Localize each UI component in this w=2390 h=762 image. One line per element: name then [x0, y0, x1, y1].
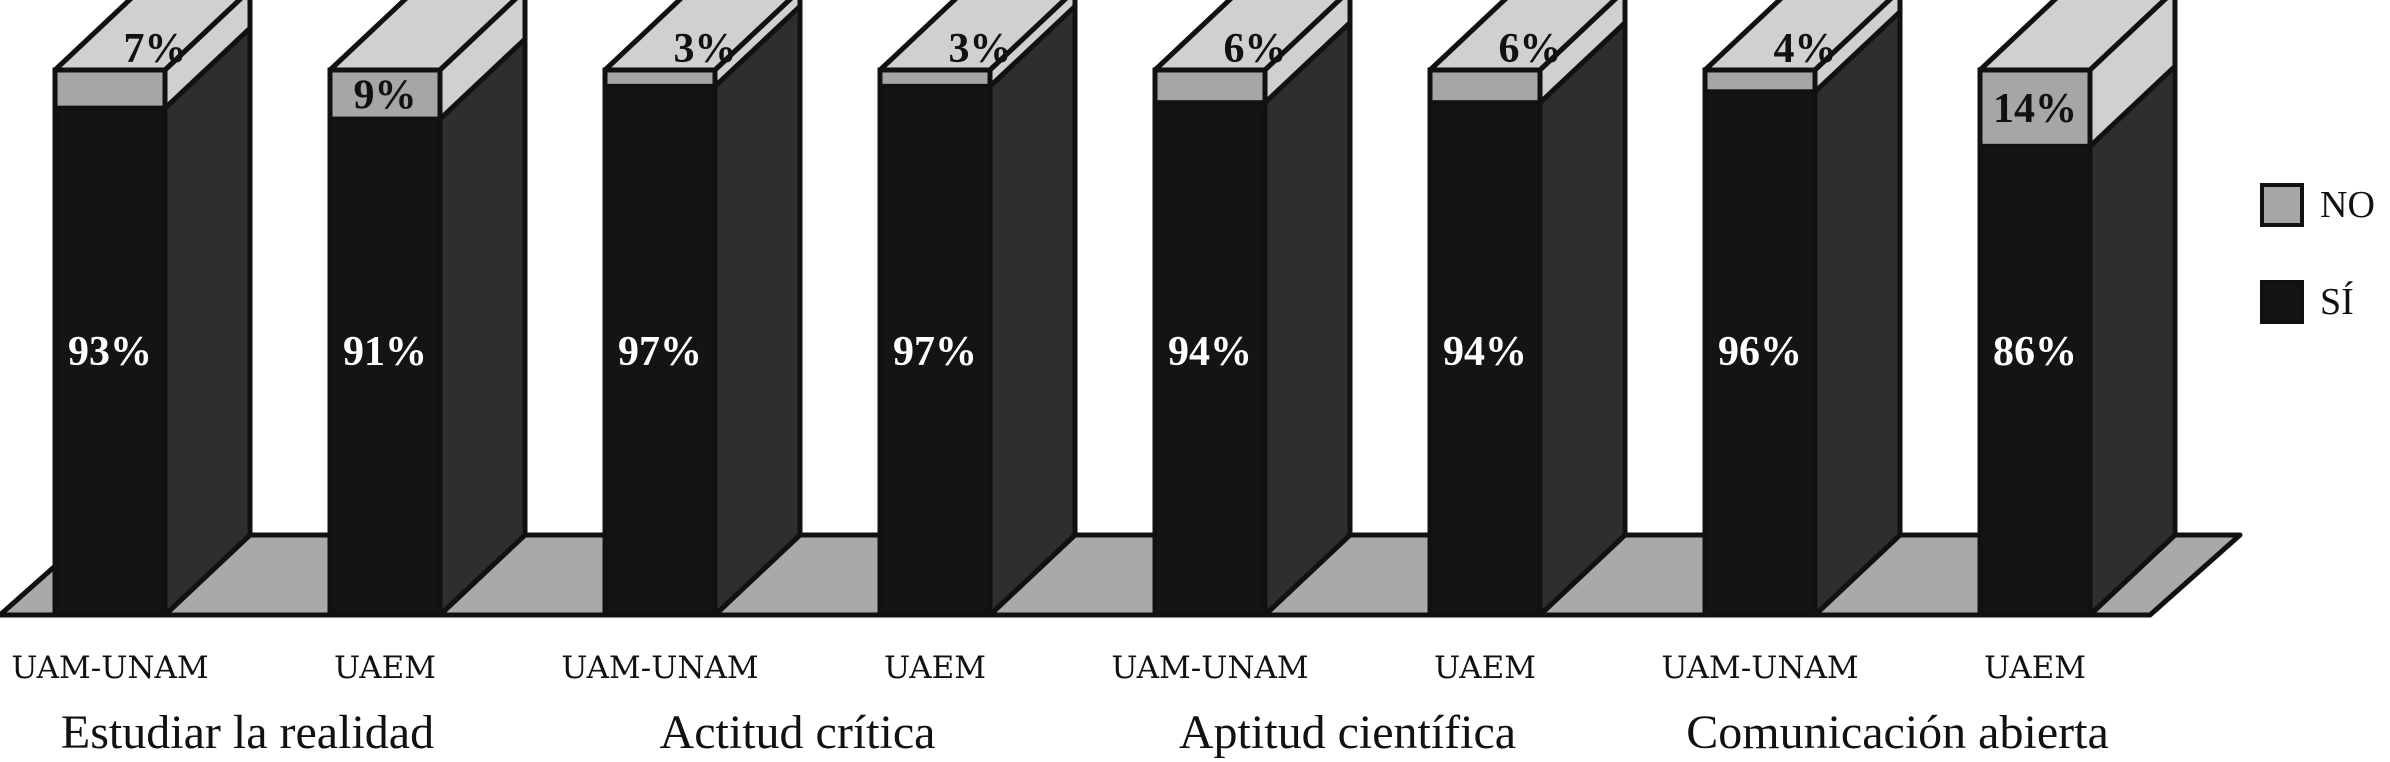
- group-label-0: Estudiar la realidad: [61, 706, 434, 759]
- bar-si-5: [1427, 100, 1543, 618]
- bar-side-face-3: [987, 0, 1078, 618]
- bar-side-no-4: [1262, 0, 1353, 106]
- bar-no-1: [327, 67, 443, 122]
- category-label-0: UAM-UNAM: [11, 650, 208, 686]
- value-label-no-3: 3%: [949, 26, 1012, 72]
- value-label-si-4: 94%: [1168, 329, 1252, 375]
- value-label-si-7: 86%: [1993, 329, 2077, 375]
- bar-side-no-5: [1537, 0, 1628, 106]
- bar-side-face-2: [712, 0, 803, 618]
- bar-si-4: [1152, 100, 1268, 618]
- bar-side-face-6: [1812, 0, 1903, 618]
- value-label-si-0: 93%: [68, 329, 152, 375]
- bar-no-4: [1152, 67, 1268, 106]
- bars: [52, 0, 2178, 618]
- bar-top-face-2: [602, 0, 794, 73]
- group-label-3: Comunicación abierta: [1686, 706, 2109, 759]
- bar-side-no-2: [712, 0, 803, 89]
- bar-top-face-1: [327, 0, 519, 73]
- bar-top-face-4: [1152, 0, 1344, 73]
- legend: NO SÍ: [2260, 183, 2375, 324]
- value-label-no-7: 14%: [1993, 86, 2077, 132]
- legend-label-0: NO: [2320, 184, 2375, 226]
- bar-side-no-3: [987, 0, 1078, 89]
- bar-no-6: [1702, 67, 1818, 95]
- bar-side-no-1: [437, 0, 528, 122]
- bar-top-face-3: [877, 0, 1069, 73]
- group-label-1: Actitud crítica: [660, 706, 936, 759]
- bar-top-face-7: [1977, 0, 2169, 73]
- value-label-no-5: 6%: [1499, 26, 1562, 72]
- value-label-si-6: 96%: [1718, 329, 1802, 375]
- value-label-si-1: 91%: [343, 329, 427, 375]
- bar-no-0: [52, 67, 168, 111]
- bar-top-face-6: [1702, 0, 1894, 73]
- value-label-no-6: 4%: [1774, 26, 1837, 72]
- value-label-no-4: 6%: [1224, 26, 1287, 72]
- value-label-si-5: 94%: [1443, 329, 1527, 375]
- category-label-2: UAM-UNAM: [561, 650, 758, 686]
- category-label-5: UAEM: [1434, 650, 1536, 686]
- category-label-6: UAM-UNAM: [1661, 650, 1858, 686]
- value-label-si-3: 97%: [893, 329, 977, 375]
- bar-side-no-7: [2087, 0, 2178, 149]
- legend-swatch-0: [2260, 183, 2304, 227]
- value-label-no-0: 7%: [124, 26, 187, 72]
- bar-side-no-6: [1812, 0, 1903, 95]
- group-label-2: Aptitud científica: [1179, 706, 1516, 759]
- bar-top-face-5: [1427, 0, 1619, 73]
- legend-label-1: SÍ: [2320, 281, 2354, 323]
- category-label-4: UAM-UNAM: [1111, 650, 1308, 686]
- legend-swatch-1: [2260, 280, 2304, 324]
- axis-labels: 93% 7% UAM-UNAM 91% 9% UAEM 97% 3% UAM-UNAM 97% 3%…: [11, 26, 2108, 759]
- category-label-1: UAEM: [334, 650, 436, 686]
- category-label-3: UAEM: [884, 650, 986, 686]
- bar-no-5: [1427, 67, 1543, 106]
- category-label-7: UAEM: [1984, 650, 2086, 686]
- value-label-no-1: 9%: [354, 73, 417, 119]
- bar-top-face-0: [52, 0, 244, 73]
- bar-si-7: [1977, 143, 2093, 618]
- value-label-no-2: 3%: [674, 26, 737, 72]
- bar-side-no-0: [162, 0, 253, 111]
- bar-si-3: [877, 83, 993, 618]
- value-label-si-2: 97%: [618, 329, 702, 375]
